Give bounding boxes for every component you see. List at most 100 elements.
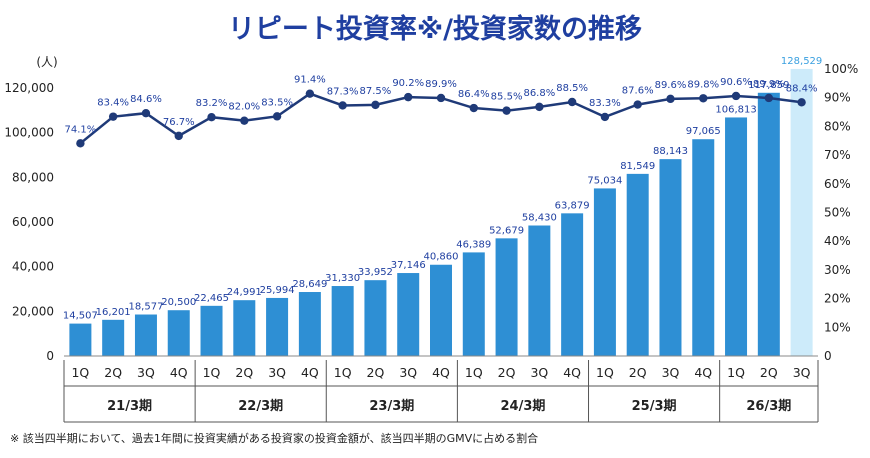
repeat-rate-label: 89.9% [425,79,457,90]
repeat-rate-point [371,100,380,110]
quarter-label: 1Q [71,365,89,380]
quarter-label: 3Q [399,365,417,380]
repeat-rate-label: 83.5% [261,97,293,108]
bar [200,305,223,356]
repeat-rate-label: 86.8% [523,88,555,99]
repeat-rate-label: 83.2% [196,98,228,109]
repeat-rate-point [108,112,118,121]
bar [528,225,551,356]
repeat-rate-label: 87.6% [622,86,654,97]
quarter-label: 2Q [760,365,778,380]
repeat-rate-label: 76.7% [163,117,195,128]
bar [397,273,420,356]
quarter-label: 4Q [170,365,188,380]
quarter-label: 4Q [432,365,450,380]
quarter-label: 2Q [629,365,647,380]
repeat-rate-label: 85.5% [491,92,523,103]
bar-value-label: 18,577 [128,302,163,313]
bar-value-label: 63,879 [555,200,590,211]
bar-value-label: 75,034 [587,175,622,186]
quarter-label: 3Q [268,365,286,380]
left-axis-tick-label: 0 [46,349,54,363]
left-axis-tick-label: 100,000 [4,126,54,140]
right-axis-tick-label: 70% [824,148,851,162]
repeat-rate-point [699,94,708,103]
bar [593,188,616,356]
bar [725,117,748,357]
bar-value-label: 37,146 [391,260,426,271]
repeat-rate-label: 84.6% [130,94,162,105]
left-axis-tick-label: 20,000 [12,304,54,318]
left-axis-tick-label: 80,000 [12,170,54,184]
right-axis-tick-label: 60% [824,177,851,191]
quarter-label: 4Q [563,365,581,380]
bar-value-label: 88,143 [653,146,688,157]
bar-value-label: 46,389 [456,239,491,250]
repeat-rate-label: 88.5% [556,83,588,94]
bar-value-label: 33,952 [358,267,393,278]
repeat-rate-point [338,101,347,110]
bar [102,319,125,356]
bar [462,252,485,356]
repeat-rate-point [240,116,249,125]
bar-value-label: 16,201 [96,307,131,318]
bar-value-label: 40,860 [424,252,459,263]
repeat-rate-label: 74.1% [65,124,97,135]
fiscal-year-label: 21/3期 [107,399,152,414]
right-axis-tick-label: 80% [824,119,851,133]
right-axis-tick-label: 100% [824,62,858,76]
quarter-label: 2Q [367,365,385,380]
quarter-label: 1Q [203,365,221,380]
repeat-rate-label: 89.6% [655,80,687,91]
quarter-label: 4Q [694,365,712,380]
plot-area: 0 20,000 40,000 60,000 80,000 100,000 120,000 0… [4,56,858,423]
quarter-label: 3Q [530,365,548,380]
repeat-rate-point [666,94,675,104]
bar-value-label: 97,065 [686,126,721,137]
repeat-rate-point [633,100,642,109]
quarter-label: 3Q [793,365,811,380]
repeat-rate-label: 86.4% [458,89,490,100]
repeat-rate-label: 91.4% [294,75,326,86]
bar-value-label: 52,679 [489,225,524,236]
quarter-label: 4Q [301,365,319,380]
fiscal-year-label: 25/3期 [632,399,677,414]
bar-value-label: 81,549 [620,161,655,172]
quarter-label: 2Q [498,365,516,380]
repeat-rate-label: 88.4% [786,83,818,94]
quarter-label: 3Q [137,365,155,380]
quarter-label: 2Q [235,365,253,380]
repeat-rate-point [600,112,610,122]
bar [659,159,682,356]
repeat-rate-point [567,97,577,107]
bar [692,139,715,356]
quarter-label: 1Q [334,365,352,380]
bar-value-label: 106,813 [715,104,756,115]
repeat-rate-point [535,102,544,112]
repeat-rate-label: 87.3% [327,86,359,97]
repeat-rate-point [272,112,282,121]
bar-value-label: 28,649 [292,279,327,290]
bar [430,264,452,356]
fiscal-year-label: 23/3期 [369,399,414,414]
bar [69,323,92,356]
quarter-label: 1Q [465,365,483,380]
quarter-label: 1Q [596,365,614,380]
right-axis-tick-label: 90% [824,91,851,105]
bar [233,300,256,356]
bar [626,173,649,356]
bar [790,68,813,356]
bar-value-label: 117,859 [748,80,789,91]
fiscal-year-label: 24/3期 [501,399,546,414]
left-axis-tick-label: 40,000 [12,260,54,274]
repeat-rate-point [797,98,806,107]
bar [495,238,518,356]
bar-value-label: 128,529 [781,56,822,67]
bar [561,213,584,356]
right-axis-tick-label: 40% [824,234,851,248]
fiscal-year-label: 22/3期 [238,399,283,414]
repeat-rate-point [436,93,446,103]
footnote: ※ 該当四半期において、過去1年間に投資実績がある投資家の投資金額が、該当四半期… [10,431,538,445]
